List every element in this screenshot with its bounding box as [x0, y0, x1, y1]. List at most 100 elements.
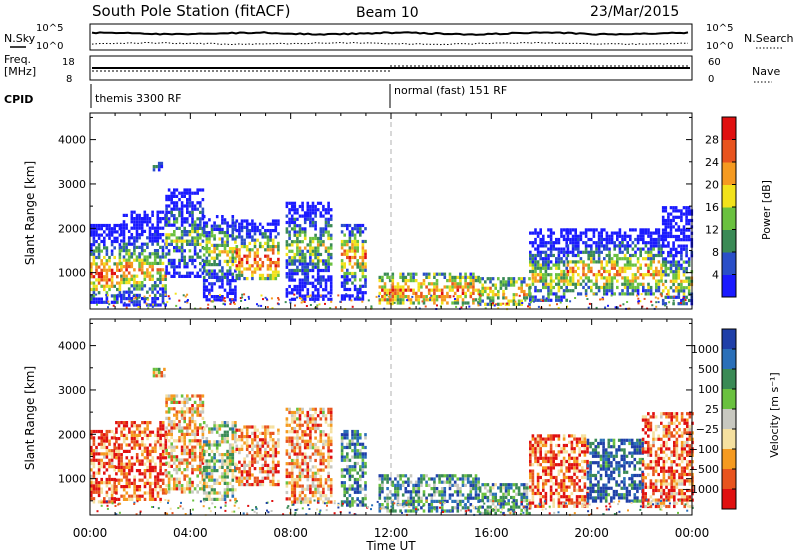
echo-cell: [672, 260, 675, 264]
echo-cell: [92, 287, 96, 292]
echo-cell: [489, 280, 492, 284]
echo-cell: [271, 438, 275, 442]
echo-cell: [141, 421, 144, 425]
echo-cell: [327, 478, 330, 482]
echo-cell: [143, 284, 147, 288]
echo-cell: [288, 249, 291, 253]
echo-cell: [128, 443, 131, 447]
echo-cell: [253, 261, 257, 265]
echo-cell: [258, 431, 262, 435]
echo-cell: [613, 247, 616, 251]
echo-cell: [298, 497, 302, 501]
echo-cell: [592, 282, 596, 286]
echo-cell: [253, 251, 257, 255]
echo-cell: [340, 439, 344, 443]
echo-cell: [173, 420, 176, 424]
echo-cell: [213, 250, 216, 254]
echo-cell: [544, 279, 548, 283]
echo-cell: [234, 285, 237, 289]
echo-cell: [435, 285, 439, 289]
echo-cell: [451, 279, 454, 283]
echo-cell: [560, 276, 563, 280]
echo-cell: [649, 292, 653, 296]
echo-cell: [218, 481, 222, 485]
echo-cell: [657, 234, 661, 238]
speckle: [468, 305, 471, 308]
echo-cell: [629, 244, 632, 248]
echo-cell: [234, 469, 237, 473]
echo-cell: [600, 231, 603, 235]
echo-cell: [127, 290, 131, 294]
echo-cell: [183, 217, 186, 221]
echo-cell: [133, 488, 136, 492]
echo-cell: [90, 452, 93, 456]
echo-cell: [156, 478, 160, 482]
echo-cell: [301, 407, 304, 411]
echo-cell: [258, 241, 262, 245]
echo-cell: [215, 275, 219, 279]
echo-cell: [309, 281, 312, 285]
echo-cell: [215, 446, 219, 450]
colorbar-tick-label: 16: [705, 201, 719, 214]
echo-cell: [353, 433, 357, 437]
echo-cell: [228, 279, 232, 283]
echo-cell: [253, 425, 257, 429]
echo-cell: [359, 265, 362, 269]
echo-cell: [433, 282, 436, 286]
echo-cell: [311, 217, 315, 221]
echo-cell: [127, 297, 131, 301]
echo-cell: [221, 279, 224, 283]
echo-cell: [90, 445, 93, 450]
echo-cell: [175, 416, 179, 420]
echo-cell: [306, 414, 310, 418]
echo-cell: [661, 215, 665, 219]
echo-cell: [296, 433, 299, 437]
echo-cell: [118, 249, 122, 253]
echo-cell: [248, 248, 252, 252]
echo-cell: [329, 426, 333, 431]
echo-cell: [542, 279, 545, 283]
echo-cell: [303, 420, 307, 424]
echo-cell: [167, 477, 171, 481]
echo-cell: [446, 279, 449, 283]
echo-cell: [277, 483, 280, 487]
echo-cell: [210, 272, 214, 276]
echo-cell: [327, 407, 330, 411]
echo-cell: [301, 252, 304, 257]
echo-cell: [293, 217, 297, 221]
echo-cell: [314, 256, 317, 260]
echo-cell: [110, 429, 114, 434]
echo-cell: [199, 220, 202, 224]
echo-cell: [105, 461, 109, 466]
speckle: [682, 299, 685, 302]
echo-cell: [340, 268, 344, 272]
echo-cell: [356, 259, 359, 263]
echo-cell: [238, 264, 241, 268]
echo-cell: [288, 474, 291, 479]
echo-cell: [296, 230, 299, 234]
echo-cell: [504, 302, 508, 306]
echo-cell: [120, 226, 123, 230]
echo-cell: [626, 289, 629, 293]
echo-cell: [125, 303, 128, 307]
echo-cell: [151, 290, 154, 294]
echo-cell: [296, 240, 299, 244]
echo-cell: [391, 282, 395, 286]
echo-cell: [685, 218, 688, 223]
freq-unit: [MHz]: [4, 65, 36, 78]
echo-cell: [298, 268, 302, 273]
echo-cell: [672, 247, 675, 251]
echo-cell: [161, 245, 165, 249]
echo-cell: [309, 268, 312, 273]
echo-cell: [316, 288, 320, 292]
echo-cell: [116, 262, 119, 266]
speckle: [128, 300, 131, 303]
echo-cell: [618, 234, 622, 238]
echo-cell: [159, 233, 162, 237]
echo-cell: [226, 231, 229, 235]
echo-cell: [199, 423, 202, 427]
echo-cell: [319, 484, 323, 488]
echo-cell: [161, 453, 165, 457]
echo-cell: [271, 479, 275, 483]
echo-cell: [103, 433, 106, 437]
